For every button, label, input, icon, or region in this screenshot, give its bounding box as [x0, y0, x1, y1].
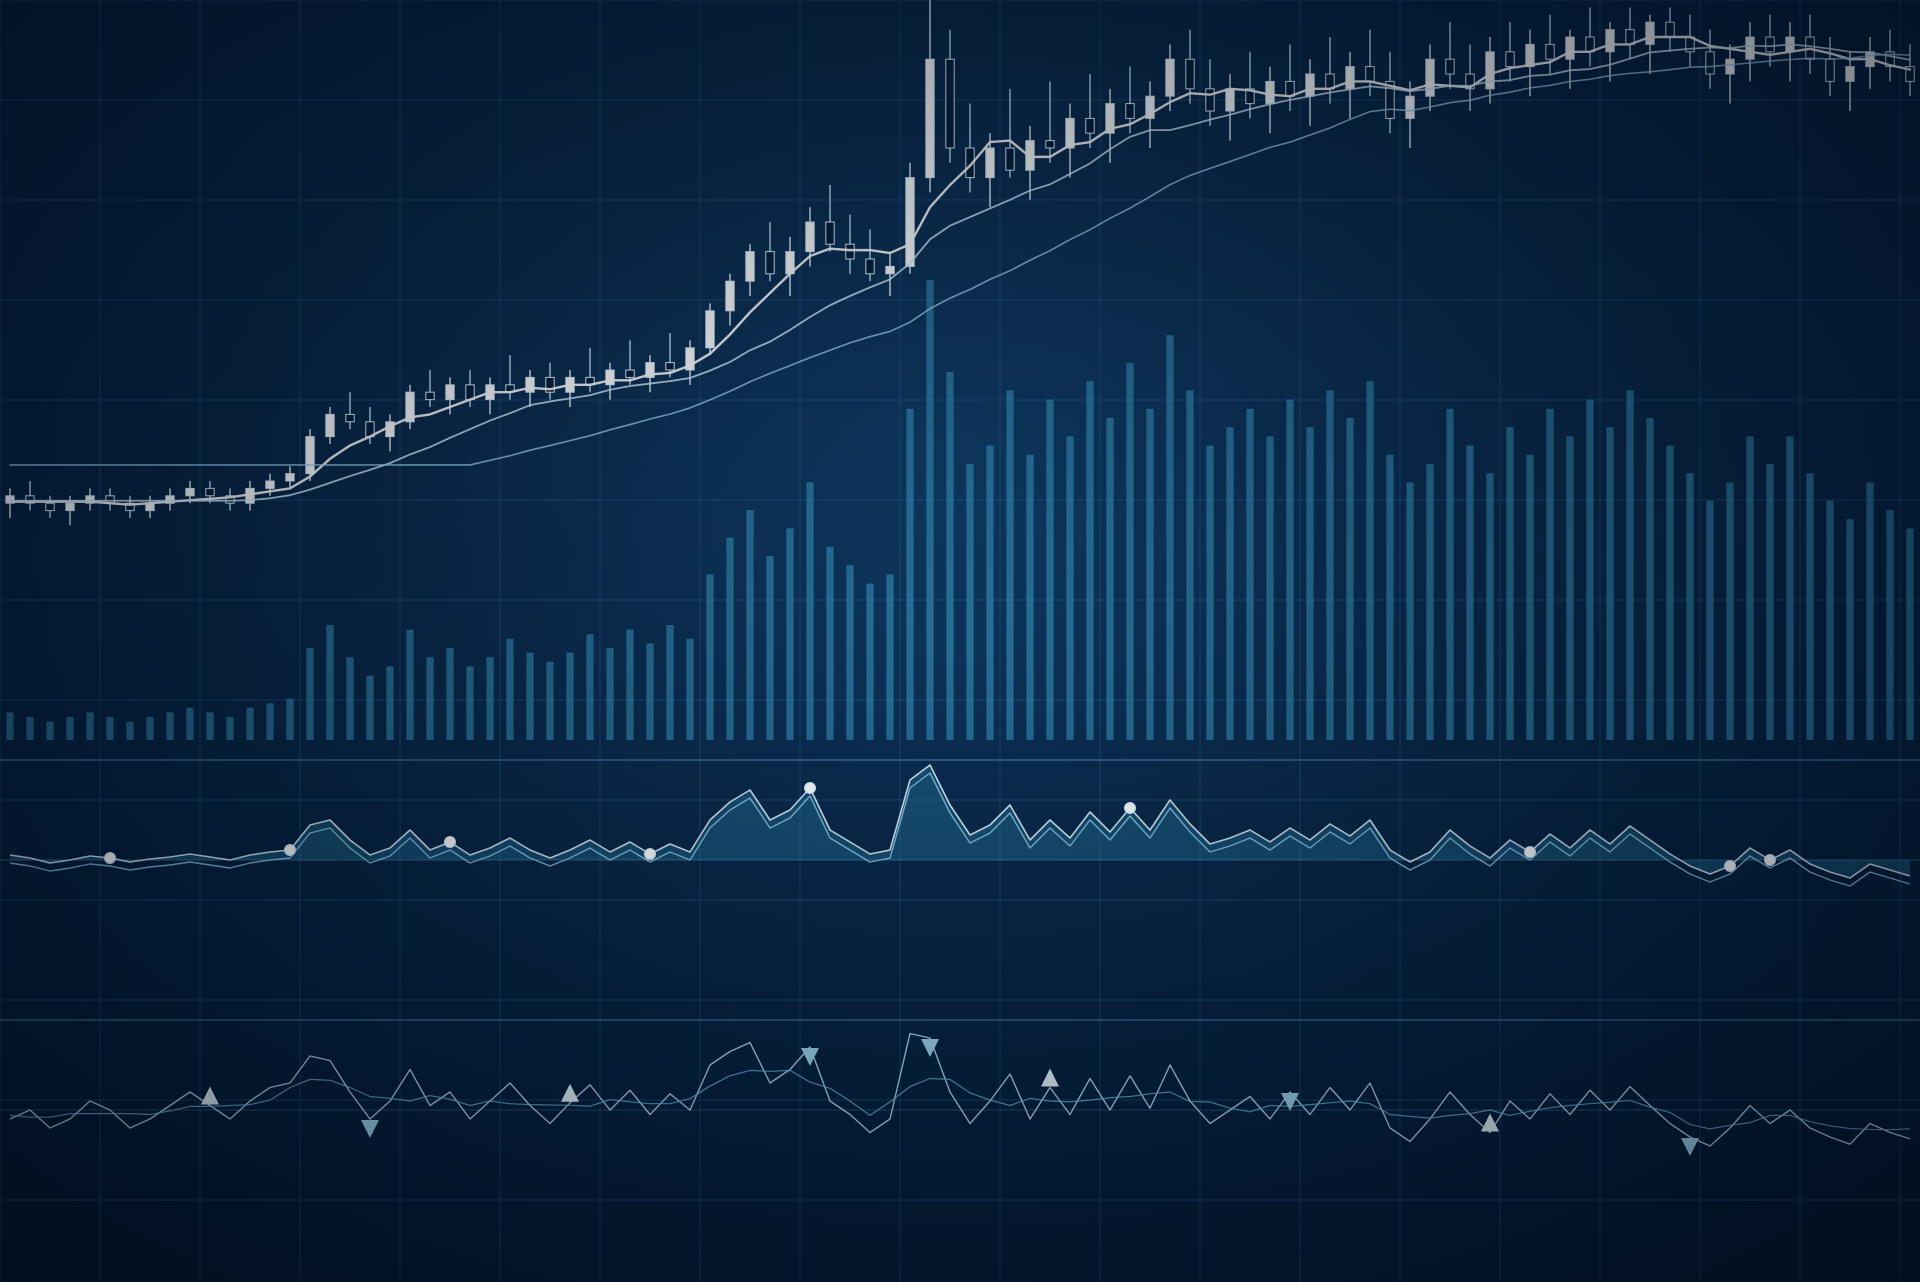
chart-svg — [0, 0, 1920, 1282]
chart-stage — [0, 0, 1920, 1282]
